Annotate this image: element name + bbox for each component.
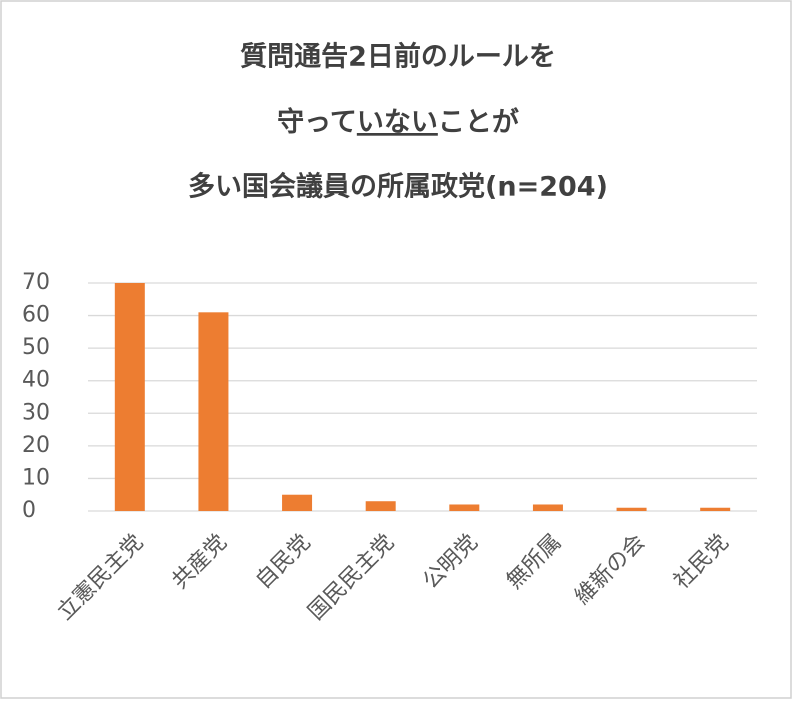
y-tick-label: 70 (22, 270, 50, 295)
y-tick-label: 60 (22, 303, 50, 328)
bar (114, 283, 145, 511)
title-part-underlined: いない (357, 107, 438, 138)
y-tick-label: 10 (22, 465, 50, 490)
bar (700, 507, 731, 511)
y-tick-label: 50 (22, 335, 50, 360)
bar (449, 504, 480, 511)
y-tick-label: 30 (22, 400, 50, 425)
chart-title-line: 質問通告2日前のルールを (240, 41, 556, 73)
bar (532, 504, 563, 511)
y-tick-label: 40 (22, 368, 50, 393)
y-tick-label: 0 (22, 498, 36, 523)
bar (198, 312, 229, 511)
chart-title-line: 多い国会議員の所属政党(n=204) (188, 172, 608, 203)
bar (365, 501, 396, 511)
title-part: ことが (438, 106, 519, 138)
chart-title-line: 守っていないことが (277, 106, 519, 138)
y-tick-label: 20 (22, 433, 50, 458)
bar (616, 507, 647, 511)
bar (282, 494, 313, 511)
title-part: 守って (277, 106, 357, 138)
